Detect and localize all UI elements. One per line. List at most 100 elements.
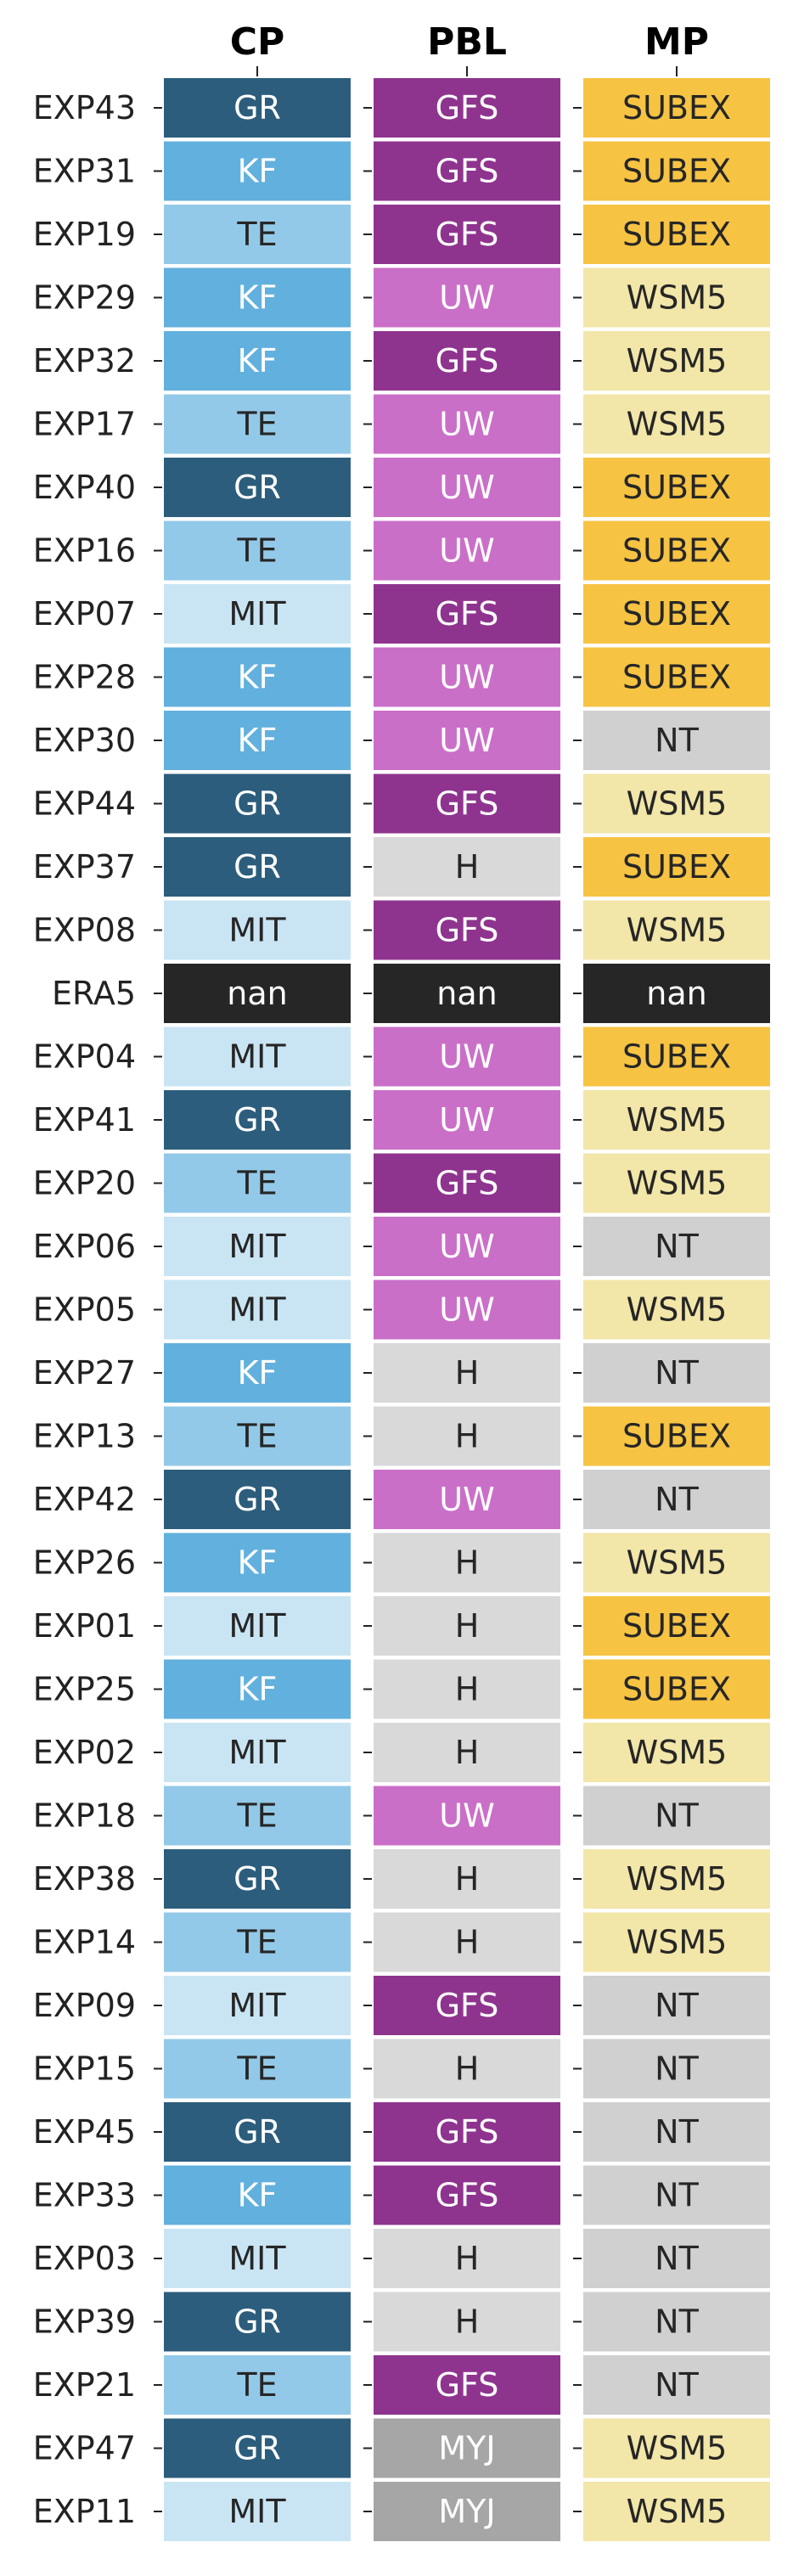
heatmap-cell: [583, 1849, 770, 1909]
cell-label: H: [455, 1924, 480, 1961]
heatmap-cell: [164, 1343, 351, 1403]
cell-label: GFS: [436, 2113, 499, 2151]
row-label: EXP04: [33, 1038, 136, 1076]
heatmap-cell: [374, 78, 560, 138]
row-label: EXP11: [33, 2493, 136, 2530]
heatmap-cell: [164, 837, 351, 897]
cell-label: SUBEX: [622, 595, 731, 633]
cell-label: MIT: [228, 1987, 286, 2024]
row-label: EXP25: [33, 1671, 136, 1708]
row-label: EXP42: [33, 1481, 136, 1518]
cell-label: SUBEX: [622, 153, 731, 190]
heatmap-cells: GR GFS SUBEX KF GFS SUBEX TE GFS SUBEX KF UW WSM5 KF…: [154, 78, 770, 2541]
cell-label: GR: [233, 785, 281, 823]
cell-label: UW: [439, 279, 494, 317]
heatmap-cell: [164, 1470, 351, 1529]
heatmap-cell: [164, 520, 351, 581]
row-label: EXP39: [33, 2303, 136, 2341]
cell-label: NT: [655, 1481, 699, 1518]
row-label: EXP31: [33, 153, 136, 190]
heatmap-cell: [374, 773, 560, 834]
heatmap-cell: [164, 141, 351, 201]
heatmap-cell: [583, 1533, 770, 1593]
cell-label: MIT: [228, 1228, 286, 1265]
heatmap-cell: [583, 584, 770, 644]
heatmap-cell: [374, 1723, 560, 1782]
cell-label: H: [455, 1860, 480, 1898]
heatmap-cell: [374, 1849, 560, 1909]
cell-label: H: [455, 2240, 480, 2277]
cell-label: GR: [233, 89, 281, 127]
row-label: EXP28: [33, 659, 136, 696]
heatmap-cell: [583, 773, 770, 834]
cell-label: GFS: [436, 595, 499, 633]
cell-label: H: [455, 1607, 480, 1645]
cell-label: WSM5: [627, 2430, 728, 2467]
heatmap-cell: [583, 1723, 770, 1782]
heatmap-cell: [374, 1976, 560, 2035]
heatmap-cell: [164, 2292, 351, 2352]
cell-label: H: [455, 2050, 480, 2088]
cell-label: GR: [233, 2303, 281, 2341]
cell-label: SUBEX: [622, 89, 731, 127]
heatmap-cell: [164, 1659, 351, 1719]
row-label: EXP29: [33, 279, 136, 317]
cell-label: SUBEX: [622, 216, 731, 253]
heatmap-cell: [374, 1912, 560, 1972]
heatmap-cell: [164, 1153, 351, 1213]
heatmap-cell: [583, 2292, 770, 2352]
heatmap-cell: [583, 1026, 770, 1087]
row-label: EXP20: [33, 1165, 136, 1202]
cell-label: GFS: [436, 912, 499, 949]
cell-label: TE: [236, 2366, 277, 2404]
row-label: EXP44: [33, 785, 136, 823]
heatmap-cell: [583, 331, 770, 391]
cell-label: GFS: [436, 1987, 499, 2024]
row-label: EXP15: [33, 2050, 136, 2088]
heatmap-cell: [583, 1090, 770, 1150]
cell-label: UW: [439, 1291, 494, 1329]
row-label: EXP21: [33, 2366, 136, 2404]
cell-label: NT: [655, 2113, 699, 2151]
heatmap-cell: [164, 1533, 351, 1593]
cell-label: MIT: [228, 1734, 286, 1771]
cell-label: UW: [439, 1797, 494, 1835]
heatmap-cell: [164, 1026, 351, 1087]
heatmap-cell: [583, 1153, 770, 1213]
cell-label: H: [455, 2303, 480, 2341]
heatmap-cell: [374, 711, 560, 770]
heatmap-cell: [164, 1849, 351, 1909]
cell-label: NT: [655, 2050, 699, 2088]
heatmap-cell: [164, 331, 351, 391]
heatmap-cell: [583, 2355, 770, 2415]
cell-label: WSM5: [627, 1860, 728, 1898]
cell-label: UW: [439, 659, 494, 696]
cell-label: SUBEX: [622, 659, 731, 696]
heatmap-cell: [374, 1280, 560, 1340]
row-label: ERA5: [52, 975, 136, 1012]
cell-label: H: [455, 1671, 480, 1708]
cell-label: WSM5: [627, 1734, 728, 1771]
heatmap-cell: [583, 205, 770, 264]
cell-label: UW: [439, 1038, 494, 1076]
heatmap-cell: [164, 1406, 351, 1466]
cell-label: NT: [655, 2303, 699, 2341]
column-header-pbl: PBL: [427, 20, 507, 64]
heatmap-cell: [164, 78, 351, 138]
heatmap-cell: [164, 1280, 351, 1340]
cell-label: MIT: [228, 1038, 286, 1076]
row-label: EXP08: [33, 912, 136, 949]
column-header-cp: CP: [230, 20, 285, 64]
cell-label: GFS: [436, 216, 499, 253]
cell-label: MIT: [228, 1291, 286, 1329]
cell-label: WSM5: [627, 785, 728, 823]
heatmap-cell: [583, 1659, 770, 1719]
cell-label: KF: [238, 2177, 278, 2214]
row-label: EXP40: [33, 469, 136, 506]
cell-label: MIT: [228, 2493, 286, 2530]
cell-label: SUBEX: [622, 1607, 731, 1645]
cell-label: GR: [233, 848, 281, 886]
heatmap-cell: [374, 1659, 560, 1719]
heatmap-cell: [583, 2039, 770, 2099]
heatmap-cell: [374, 2292, 560, 2352]
